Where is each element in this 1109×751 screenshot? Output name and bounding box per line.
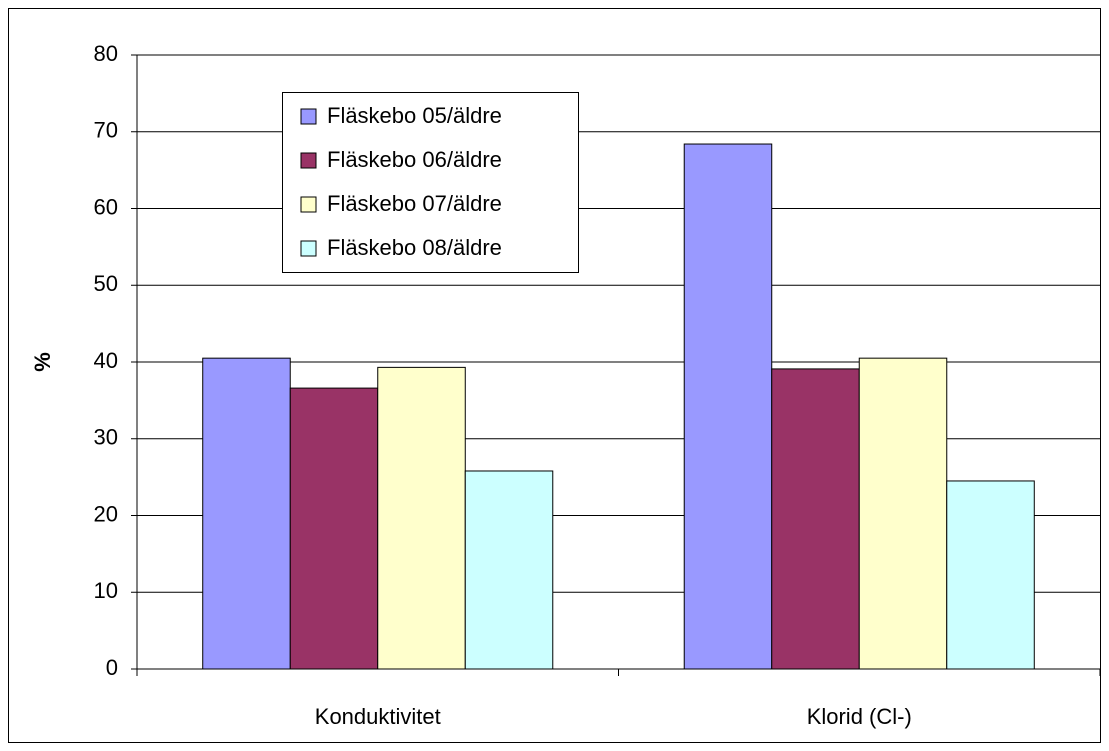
y-tick-label: 70: [94, 118, 118, 143]
bar: [771, 368, 860, 670]
x-tick-label: Klorid (Cl-): [807, 704, 912, 729]
x-tick-label: Konduktivitet: [315, 704, 441, 729]
bar: [464, 470, 554, 670]
bar: [946, 480, 1035, 670]
legend-swatch: [300, 196, 317, 213]
legend-box: [282, 92, 579, 273]
legend-label: Fläskebo 05/äldre: [327, 103, 502, 128]
legend-label: Fläskebo 06/äldre: [327, 147, 502, 172]
y-tick-label: 0: [106, 655, 118, 680]
legend-swatch: [300, 152, 317, 169]
y-tick-label: 40: [94, 348, 118, 373]
bar: [377, 366, 466, 670]
bar: [858, 357, 948, 670]
legend-swatch: [300, 240, 317, 257]
y-tick-label: 30: [94, 425, 118, 450]
y-tick-label: 10: [94, 578, 118, 603]
legend-label: Fläskebo 07/äldre: [327, 191, 502, 216]
legend-swatch: [300, 108, 317, 125]
bar: [289, 387, 379, 670]
y-tick-label: 50: [94, 271, 118, 296]
y-axis-label: %: [30, 352, 55, 372]
y-tick-label: 60: [94, 194, 118, 219]
bar: [683, 143, 773, 670]
bar: [202, 357, 291, 670]
y-tick-label: 80: [94, 41, 118, 66]
y-tick-label: 20: [94, 501, 118, 526]
legend-label: Fläskebo 08/äldre: [327, 235, 502, 260]
